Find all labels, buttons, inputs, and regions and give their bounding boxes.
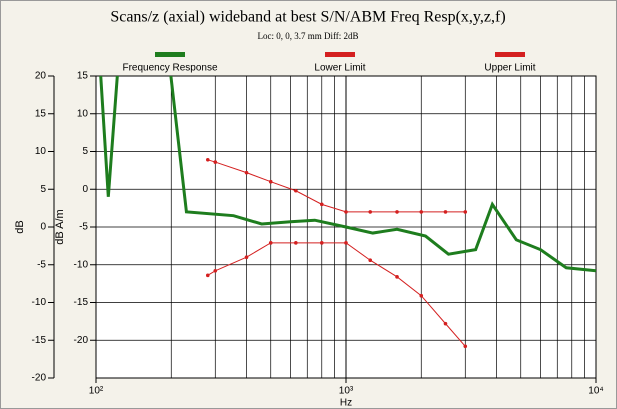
x-tick-label: 10³ (339, 386, 354, 397)
point (268, 241, 273, 245)
y-tick-label: 0 (40, 222, 46, 233)
legend-swatch (325, 52, 355, 57)
point (319, 202, 324, 207)
y2-tick-label: -20 (74, 335, 89, 346)
point (213, 268, 218, 273)
point (443, 210, 448, 214)
y-tick-label: -20 (32, 373, 47, 384)
legend-swatch (495, 52, 525, 57)
x-axis-label: Hz (340, 398, 352, 409)
x-tick-label: 10² (89, 386, 104, 397)
chart-subtitle: Loc: 0, 0, 3.7 mm Diff: 2dB (257, 31, 358, 41)
y-tick-label: 10 (35, 146, 47, 157)
y2-tick-label: 10 (77, 108, 89, 119)
y-tick-label: 20 (35, 71, 47, 82)
y-tick-label: 5 (40, 184, 46, 195)
y-tick-label: 15 (35, 108, 47, 119)
point (463, 210, 468, 214)
legend-label: Frequency Response (122, 63, 217, 74)
point (395, 275, 399, 279)
line-series (99, 76, 596, 273)
y2-tick-label: 15 (77, 71, 89, 82)
point (268, 179, 273, 184)
point (319, 241, 324, 245)
legend-label: Lower Limit (314, 63, 365, 74)
y-tick-label: -10 (32, 297, 47, 308)
y2-tick-label: -10 (74, 259, 89, 270)
y2-tick-label: -15 (74, 297, 89, 308)
y2-tick-label: -5 (79, 222, 88, 233)
point (368, 258, 373, 263)
y2-tick-label: 5 (82, 146, 88, 157)
point (368, 210, 373, 214)
plot-marks (99, 76, 596, 349)
point (419, 210, 424, 214)
chart-title: Scans/z (axial) wideband at best S/N/ABM… (110, 9, 505, 26)
y-tick-label: -15 (32, 335, 47, 346)
y2-tick-label: 0 (82, 184, 88, 195)
point (395, 210, 399, 214)
y2-axis-label: dB A/m (54, 209, 66, 244)
point (213, 160, 218, 164)
point (294, 241, 298, 245)
legend-swatch (155, 52, 185, 57)
point (294, 188, 298, 193)
y-axis-label: dB (14, 220, 26, 233)
point (205, 273, 210, 278)
point (443, 321, 448, 326)
point (205, 158, 210, 162)
y-tick-label: -5 (37, 259, 46, 270)
line-series (207, 159, 466, 213)
point (244, 255, 249, 259)
x-tick-label: 10⁴ (588, 386, 603, 397)
point (419, 293, 424, 298)
point (463, 344, 468, 349)
point (344, 210, 348, 214)
line-series (207, 242, 466, 347)
point (344, 241, 348, 245)
point (244, 170, 249, 175)
legend-label: Upper Limit (484, 63, 535, 74)
